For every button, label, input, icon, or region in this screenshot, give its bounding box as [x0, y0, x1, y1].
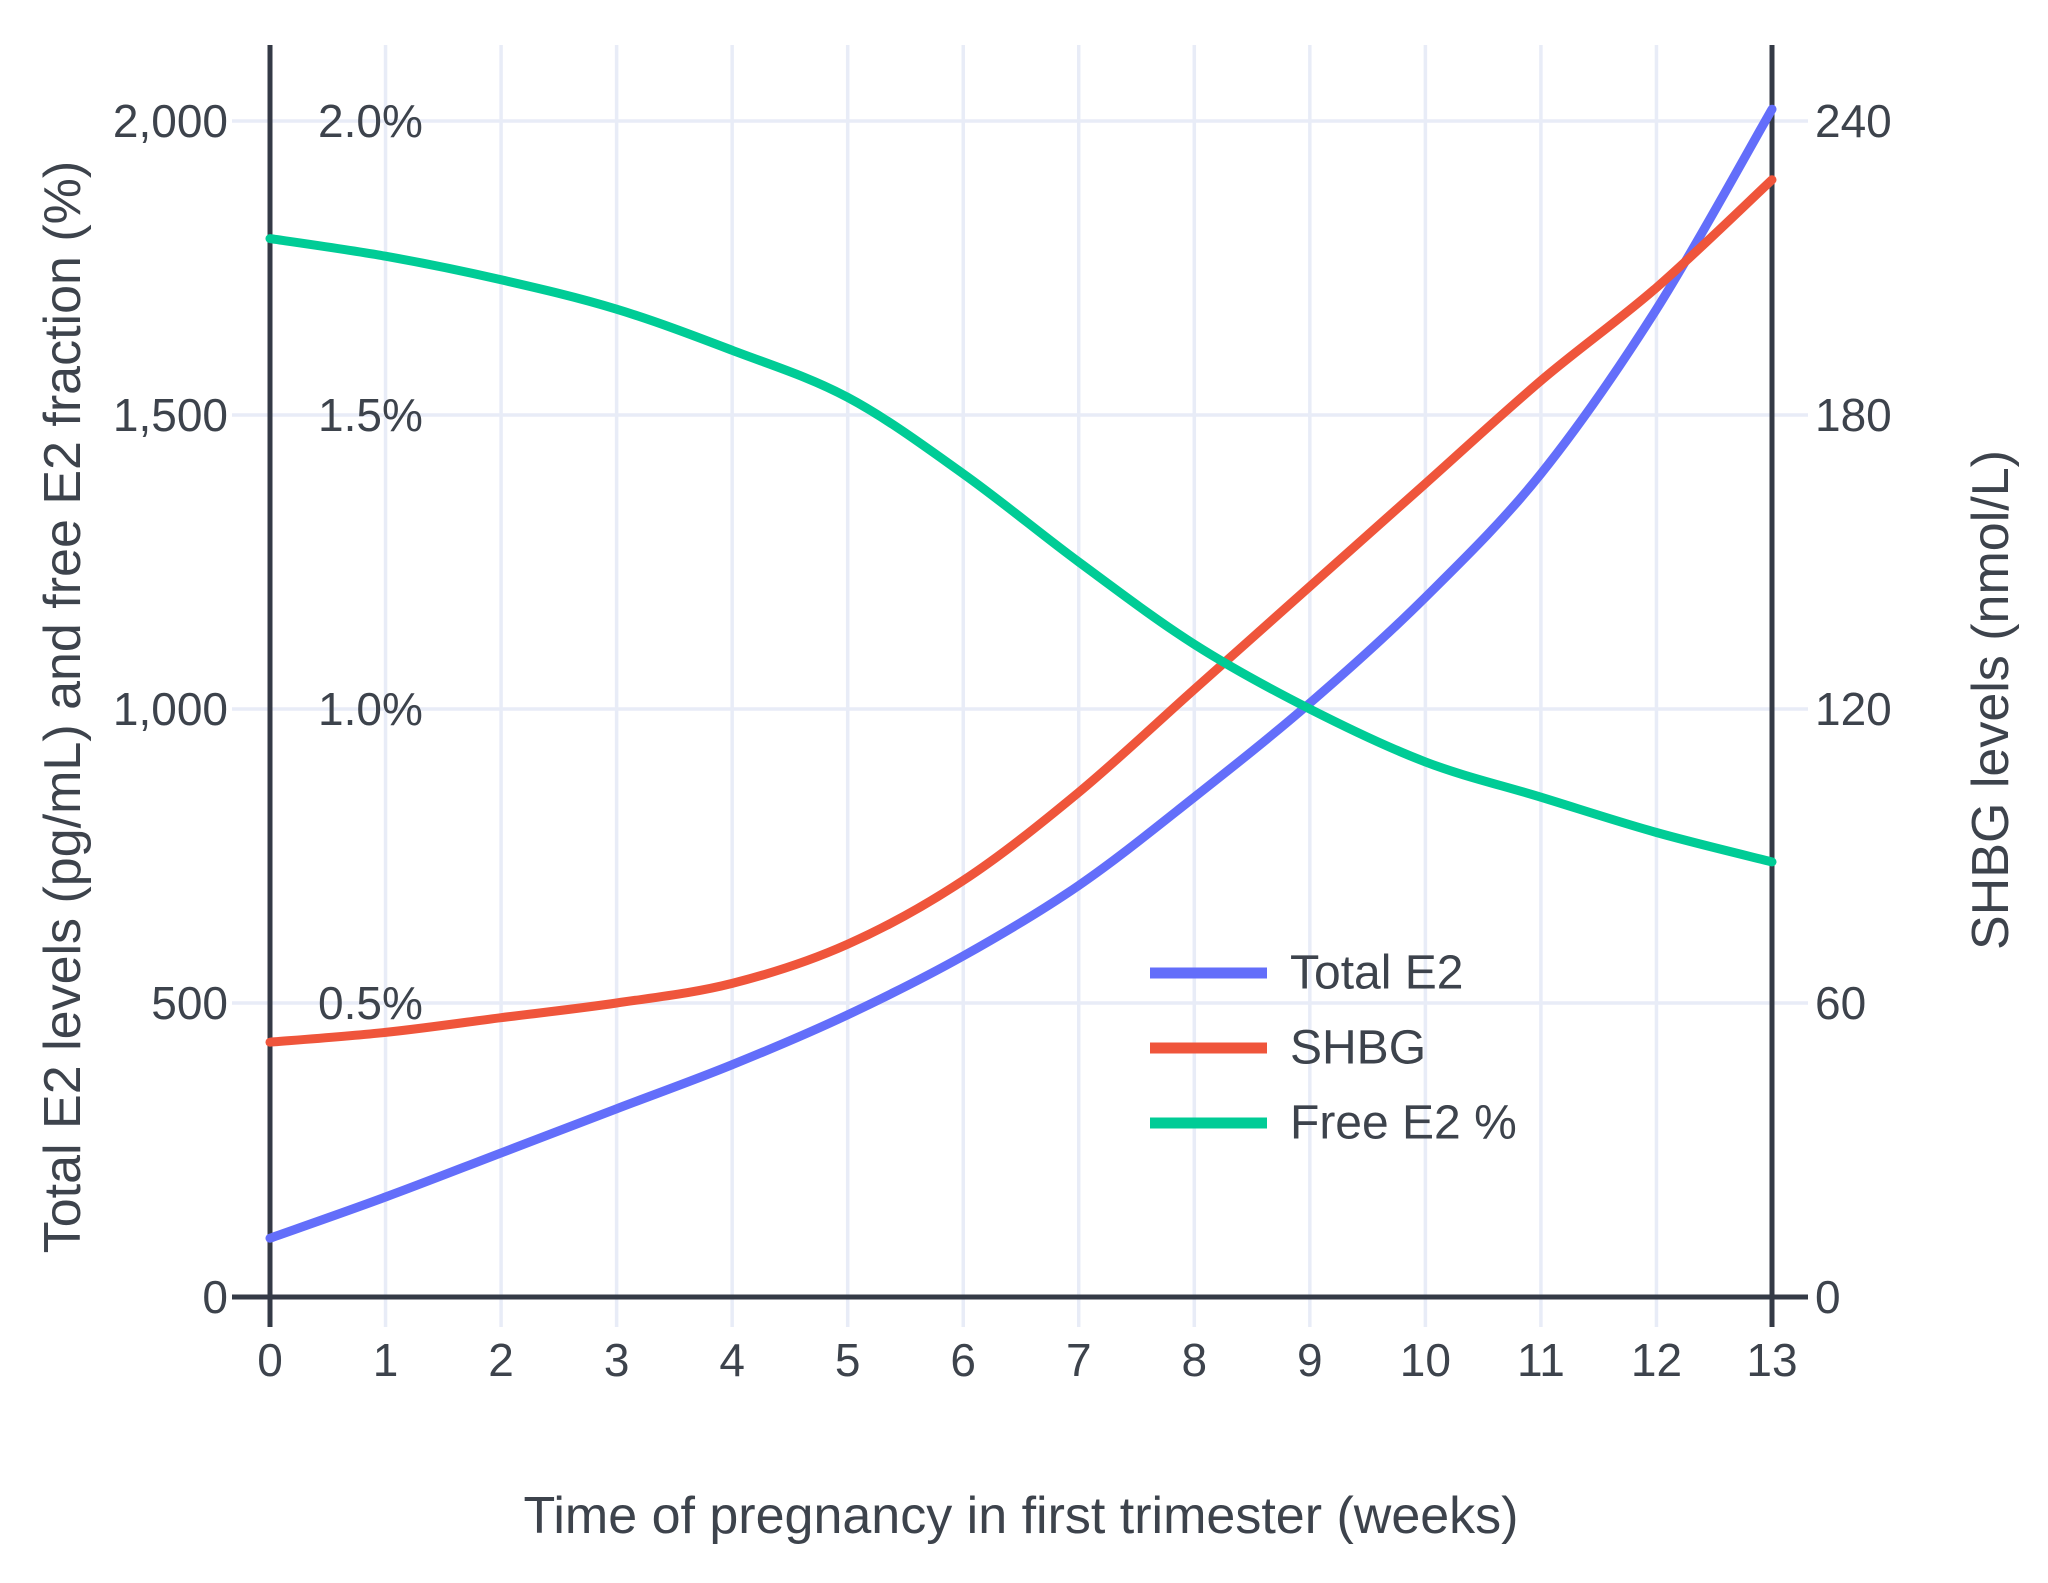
y-right-tick-0: 0 — [1815, 1271, 1841, 1323]
x-tick-week-12: 12 — [1630, 1334, 1683, 1386]
x-tick-week-6: 6 — [950, 1334, 977, 1386]
y-right-tick-180: 180 — [1815, 389, 1892, 441]
y-left-tick-0: 0 — [202, 1271, 228, 1323]
x-tick-week-10: 10 — [1399, 1334, 1451, 1386]
y-right-tick-60: 60 — [1815, 977, 1867, 1029]
x-tick-week-2: 2 — [488, 1334, 514, 1386]
y-left-tick-500: 500 — [151, 977, 228, 1029]
x-tick-week-1: 1 — [372, 1334, 399, 1386]
legend-label-free-e2-: Free E2 % — [1290, 1096, 1517, 1150]
y-left-tick-1000: 1,000 — [112, 683, 228, 735]
x-tick-week-4: 4 — [719, 1334, 745, 1386]
x-tick-week-5: 5 — [834, 1334, 861, 1386]
y-percent-tick-2.0%: 2.0% — [318, 95, 423, 147]
x-tick-week-3: 3 — [603, 1334, 630, 1386]
y-percent-tick-0.5%: 0.5% — [318, 977, 423, 1029]
x-axis-title: Time of pregnancy in first trimester (we… — [523, 1487, 1519, 1545]
x-tick-week-8: 8 — [1181, 1334, 1208, 1386]
y-percent-tick-1.5%: 1.5% — [318, 389, 423, 441]
series-line-total-e2 — [265, 104, 1777, 1243]
y-left-tick-1500: 1,500 — [112, 389, 228, 441]
y-right-tick-240: 240 — [1815, 95, 1892, 147]
x-tick-week-9: 9 — [1297, 1334, 1323, 1386]
x-tick-week-11: 11 — [1517, 1334, 1565, 1386]
series-line-free-e2- — [265, 234, 1777, 867]
y-percent-tick-1.0%: 1.0% — [318, 683, 423, 735]
x-tick-week-7: 7 — [1065, 1334, 1092, 1386]
x-tick-week-0: 0 — [257, 1334, 283, 1386]
y-right-tick-120: 120 — [1815, 683, 1892, 735]
y-left-tick-2000: 2,000 — [112, 95, 228, 147]
y-axis-right-title: SHBG levels (nmol/L) — [1962, 450, 2020, 950]
y-axis-left-title: Total E2 levels (pg/mL) and free E2 frac… — [34, 160, 92, 1254]
series-line-shbg — [265, 175, 1777, 1047]
x-tick-week-13: 13 — [1746, 1334, 1798, 1386]
legend-label-total-e2: Total E2 — [1290, 946, 1464, 1000]
legend-label-shbg: SHBG — [1290, 1021, 1427, 1075]
